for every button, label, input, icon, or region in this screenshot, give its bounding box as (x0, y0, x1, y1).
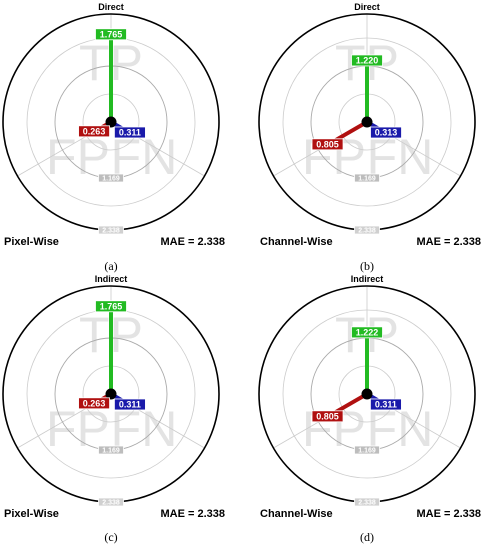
mae-label: MAE = 2.338 (160, 508, 225, 520)
value-label-fp-box (311, 410, 344, 423)
panel-d: IndirectTPFPFN1.1692.3381.2220.8050.311C… (258, 274, 481, 544)
value-label-tp-box (351, 326, 383, 339)
ring-tick-label-1-box (98, 445, 124, 455)
grid-ring-2 (282, 309, 452, 479)
value-label-fn-box (114, 398, 146, 411)
ring-tick-label-2-box (354, 225, 380, 235)
panel-b: DirectTPFPFN1.1692.3381.2200.8050.313Cha… (258, 2, 481, 273)
value-label-fp-box (78, 125, 110, 138)
value-label-tp-box (95, 28, 127, 41)
panel-title: Indirect (351, 274, 384, 284)
ring-tick-label-2: 2.338 (102, 499, 120, 506)
center-dot (105, 388, 117, 400)
value-label-fn-box (370, 126, 402, 139)
bar-fp (332, 392, 369, 416)
center-dot (361, 388, 373, 400)
panel-caption: (c) (104, 530, 117, 544)
value-label-fp: 0.805 (316, 140, 339, 150)
value-label-fn: 0.311 (119, 128, 141, 138)
panel-title: Direct (98, 2, 124, 12)
mae-label: MAE = 2.338 (160, 236, 225, 248)
mae-label: MAE = 2.338 (416, 508, 481, 520)
panel-caption: (b) (360, 259, 374, 273)
ring-tick-label-1: 1.169 (102, 447, 120, 454)
ring-tick-label-2-box (354, 497, 380, 507)
ring-tick-label-2: 2.338 (358, 499, 376, 506)
value-label-fp-box (311, 138, 344, 151)
value-label-tp: 1.765 (100, 301, 123, 311)
method-label: Pixel-Wise (4, 236, 59, 248)
center-dot (361, 116, 373, 128)
grid-ring-2 (282, 37, 452, 207)
ring-tick-label-1: 1.169 (358, 447, 376, 454)
value-label-fn: 0.311 (375, 400, 397, 410)
ring-tick-label-1-box (354, 173, 380, 183)
ring-tick-label-1-box (354, 445, 380, 455)
value-label-tp-box (95, 300, 127, 313)
center-dot (105, 116, 117, 128)
value-label-tp: 1.220 (356, 56, 379, 66)
method-label: Channel-Wise (260, 508, 333, 520)
ring-tick-label-1: 1.169 (102, 175, 120, 182)
value-label-fp-box (78, 397, 110, 410)
ring-tick-label-2: 2.338 (358, 227, 376, 234)
panel-caption: (d) (360, 530, 374, 544)
panel-caption: (a) (104, 259, 117, 273)
value-label-fn: 0.313 (375, 128, 398, 138)
bar-fp (332, 120, 369, 144)
panel-title: Indirect (95, 274, 128, 284)
value-label-fn: 0.311 (119, 400, 141, 410)
method-label: Pixel-Wise (4, 508, 59, 520)
ring-tick-label-2: 2.338 (102, 227, 120, 234)
ring-tick-label-1: 1.169 (358, 175, 376, 182)
panel-title: Direct (354, 2, 380, 12)
value-label-fp: 0.263 (83, 127, 106, 137)
value-label-fp: 0.805 (316, 412, 339, 422)
mae-label: MAE = 2.338 (416, 236, 481, 248)
value-label-tp: 1.765 (100, 29, 123, 39)
value-label-tp-box (351, 54, 383, 67)
ring-tick-label-2-box (98, 225, 124, 235)
ring-tick-label-2-box (98, 497, 124, 507)
ring-tick-label-1-box (98, 173, 124, 183)
value-label-fn-box (370, 398, 402, 411)
value-label-fp: 0.263 (83, 399, 106, 409)
method-label: Channel-Wise (260, 236, 333, 248)
value-label-fn-box (114, 126, 146, 139)
value-label-tp: 1.222 (356, 328, 379, 338)
